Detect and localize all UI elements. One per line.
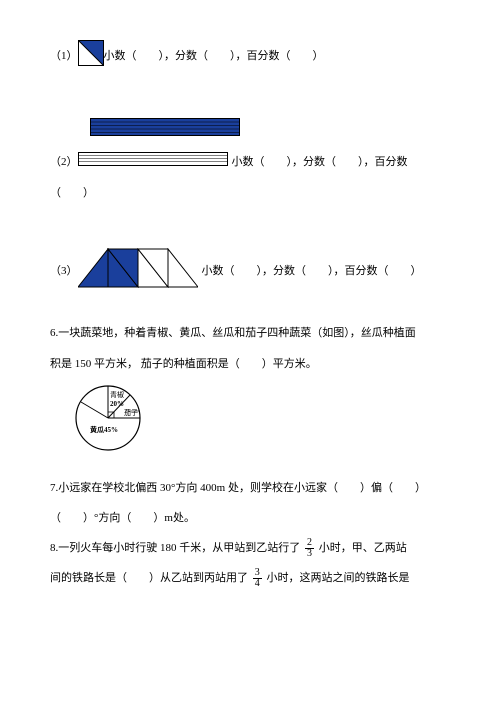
q8-mid1: 小时，甲、乙两站 bbox=[319, 542, 407, 554]
q2-bar1-row bbox=[90, 118, 450, 144]
q3-figure bbox=[78, 248, 198, 296]
q8-line1: 8.一列火车每小时行驶 180 千米，从甲站到乙站行了 2 3 小时，甲、乙两站 bbox=[50, 536, 450, 560]
triangles-icon bbox=[78, 248, 198, 288]
pie-label-huanggua: 黄瓜45% bbox=[90, 425, 118, 434]
fraction-2-3: 2 3 bbox=[305, 538, 314, 559]
q7-line2: （ ）°方向（ ）m处。 bbox=[50, 506, 450, 530]
frac2-den: 4 bbox=[253, 579, 262, 589]
question-1-row: （1） 小数（ ），分数（ ），百分数（ ） bbox=[50, 40, 450, 74]
q6-line1: 6.一块蔬菜地，种着青椒、黄瓜、丝瓜和茄子四种蔬菜（如图），丝瓜种植面 bbox=[50, 321, 450, 345]
q7-line1: 7.小远家在学校北偏西 30°方向 400m 处，则学校在小远家（ ）偏（ ） bbox=[50, 476, 450, 500]
q2-label: （2） bbox=[50, 153, 78, 173]
question-3-row: （3） 小数（ ），分数（ ），百分数（ ） bbox=[50, 248, 450, 296]
question-2-row: （2） 小数（ ），分数（ ），百分数 bbox=[50, 152, 450, 174]
q8-line2-suffix: 小时，这两站之间的铁路长是 bbox=[267, 572, 410, 584]
q3-label: （3） bbox=[50, 262, 78, 282]
q1-figure bbox=[78, 40, 104, 74]
q8-line2: 间的铁路长是（ ）从乙站到丙站用了 3 4 小时，这两站之间的铁路长是 bbox=[50, 566, 450, 590]
pie-label-20: 20% bbox=[110, 400, 124, 408]
q2-line2: （ ） bbox=[50, 181, 450, 205]
q6-line2: 积是 150 平方米， 茄子的种植面积是（ ）平方米。 bbox=[50, 352, 450, 376]
q2-bar2 bbox=[78, 152, 228, 174]
q8-line2-prefix: 间的铁路长是（ ）从乙站到丙站用了 bbox=[50, 572, 248, 584]
fraction-3-4: 3 4 bbox=[253, 568, 262, 589]
pie-label-qingjiao: 青椒 bbox=[110, 390, 124, 399]
empty-bar-icon bbox=[78, 152, 228, 166]
filled-bar-icon bbox=[90, 118, 240, 136]
q8-prefix: 8.一列火车每小时行驶 180 千米，从甲站到乙站行了 bbox=[50, 542, 300, 554]
q2-bar1 bbox=[90, 118, 240, 144]
square-triangle-icon bbox=[78, 40, 104, 66]
pie-label-qiezi: 茄子 bbox=[124, 408, 138, 417]
q1-text: 小数（ ），分数（ ），百分数（ ） bbox=[104, 47, 324, 67]
pie-chart-icon: 青椒 20% 茄子 黄瓜45% bbox=[68, 382, 154, 454]
frac1-den: 3 bbox=[305, 549, 314, 559]
q3-text: 小数（ ），分数（ ），百分数（ ） bbox=[202, 262, 422, 282]
q6-pie-figure: 青椒 20% 茄子 黄瓜45% bbox=[68, 382, 450, 462]
q1-label: （1） bbox=[50, 47, 78, 67]
q2-text: 小数（ ），分数（ ），百分数 bbox=[232, 153, 408, 173]
